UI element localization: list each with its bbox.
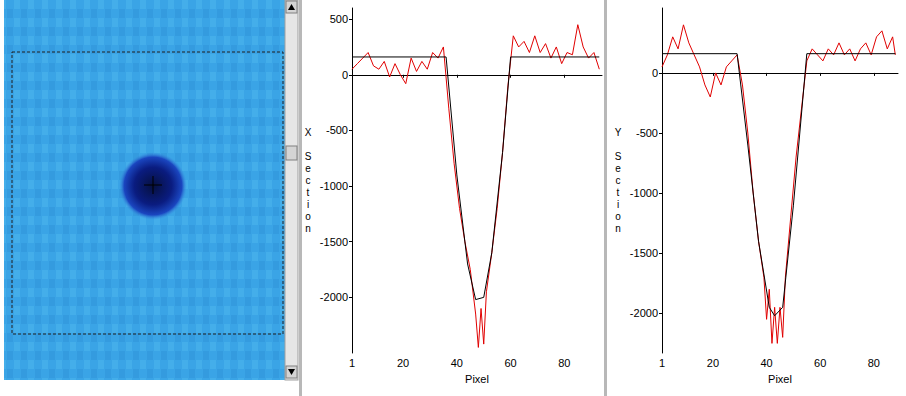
svg-text:i: i [307, 199, 309, 210]
svg-text:0: 0 [652, 67, 658, 79]
svg-text:0: 0 [342, 69, 348, 81]
svg-text:n: n [615, 223, 621, 234]
svg-text:o: o [615, 211, 621, 222]
svg-text:-500: -500 [326, 124, 348, 136]
svg-text:60: 60 [504, 357, 516, 369]
svg-text:60: 60 [814, 357, 826, 369]
svg-text:t: t [617, 187, 620, 198]
svg-text:-1500: -1500 [320, 236, 348, 248]
svg-text:80: 80 [558, 357, 570, 369]
svg-text:80: 80 [868, 357, 880, 369]
svg-text:40: 40 [451, 357, 463, 369]
svg-text:20: 20 [707, 357, 719, 369]
svg-text:S: S [615, 151, 622, 162]
svg-text:S: S [305, 151, 312, 162]
svg-text:o: o [305, 211, 311, 222]
svg-text:20: 20 [397, 357, 409, 369]
svg-text:e: e [615, 163, 621, 174]
svg-text:40: 40 [760, 357, 772, 369]
svg-text:t: t [307, 187, 310, 198]
svg-text:Pixel: Pixel [465, 373, 489, 385]
svg-text:1: 1 [349, 357, 355, 369]
svg-text:-1000: -1000 [630, 187, 658, 199]
svg-text:Pixel: Pixel [768, 373, 792, 385]
svg-text:e: e [305, 163, 311, 174]
svg-text:c: c [616, 175, 621, 186]
svg-text:-1500: -1500 [630, 247, 658, 259]
svg-text:-2000: -2000 [320, 291, 348, 303]
svg-text:-2000: -2000 [630, 307, 658, 319]
svg-text:Y: Y [615, 127, 622, 138]
svg-text:-500: -500 [636, 127, 658, 139]
svg-text:c: c [306, 175, 311, 186]
svg-text:X: X [305, 127, 312, 138]
svg-text:500: 500 [330, 13, 348, 25]
svg-text:n: n [305, 223, 311, 234]
svg-text:-1000: -1000 [320, 180, 348, 192]
svg-text:1: 1 [659, 357, 665, 369]
svg-text:i: i [617, 199, 619, 210]
